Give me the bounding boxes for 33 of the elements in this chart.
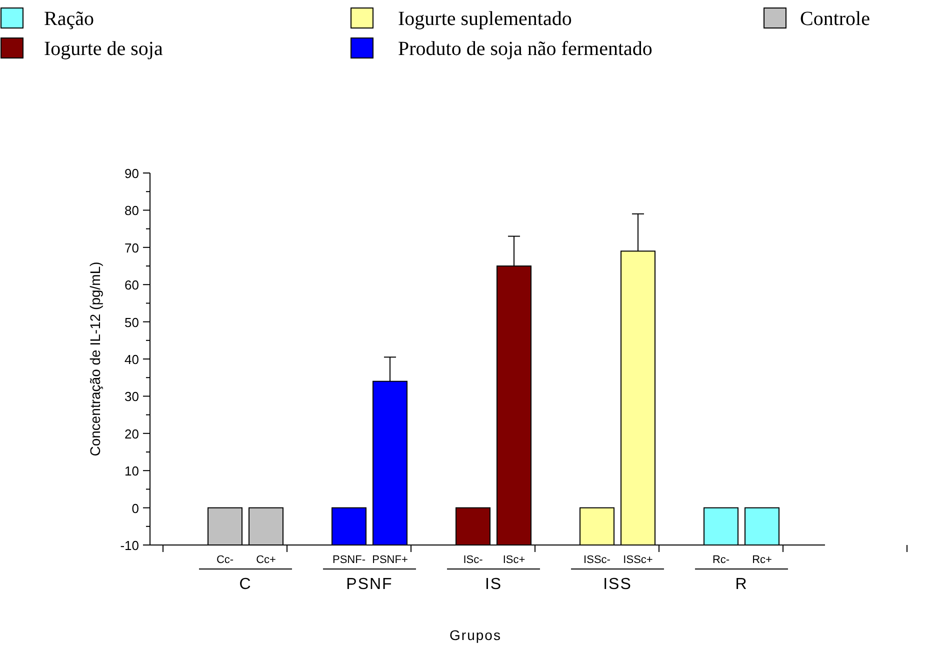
- y-tick-label: 50: [124, 314, 139, 330]
- text: C: [239, 576, 252, 593]
- legend-label: Iogurte suplementado: [398, 8, 572, 30]
- y-tick-label: 20: [124, 426, 139, 442]
- x-tick-label: Rc-: [712, 554, 730, 566]
- x-tick-label: ISSc+: [623, 554, 653, 566]
- y-axis-title: Concentração de IL-12 (pg/mL): [87, 262, 103, 456]
- y-tick-label: 40: [124, 352, 139, 367]
- x-tick-label: ISc+: [502, 554, 526, 566]
- y-tick-label: 10: [124, 464, 139, 479]
- y-tick-label: 60: [124, 278, 139, 293]
- x-tick-label: ISSc-: [584, 554, 611, 566]
- y-tick-label: 70: [124, 240, 139, 256]
- x-tick-label: Rc+: [752, 554, 772, 566]
- x-axis-title: Grupos: [450, 627, 502, 643]
- legend-label: Controle: [800, 8, 870, 30]
- x-tick-label: PSNF-: [332, 554, 366, 566]
- y-tick-label: 0: [132, 500, 139, 516]
- y-tick-label: 80: [124, 203, 139, 218]
- text: PSNF: [346, 576, 393, 593]
- y-tick-label: 30: [124, 389, 139, 404]
- y-tick-label: -10: [120, 538, 139, 553]
- x-tick-label: PSNF+: [372, 554, 408, 566]
- text: ISS: [603, 576, 632, 593]
- legend-label: Produto de soja não fermentado: [398, 38, 652, 60]
- text: IS: [484, 576, 502, 593]
- y-tick-label: 90: [124, 166, 139, 181]
- legend-label: Ração: [44, 8, 94, 30]
- x-tick-label: Cc-: [216, 554, 234, 566]
- x-tick-label: ISc-: [463, 554, 484, 566]
- legend-label: Iogurte de soja: [44, 38, 163, 60]
- x-tick-label: Cc+: [256, 554, 276, 566]
- text: R: [735, 576, 748, 593]
